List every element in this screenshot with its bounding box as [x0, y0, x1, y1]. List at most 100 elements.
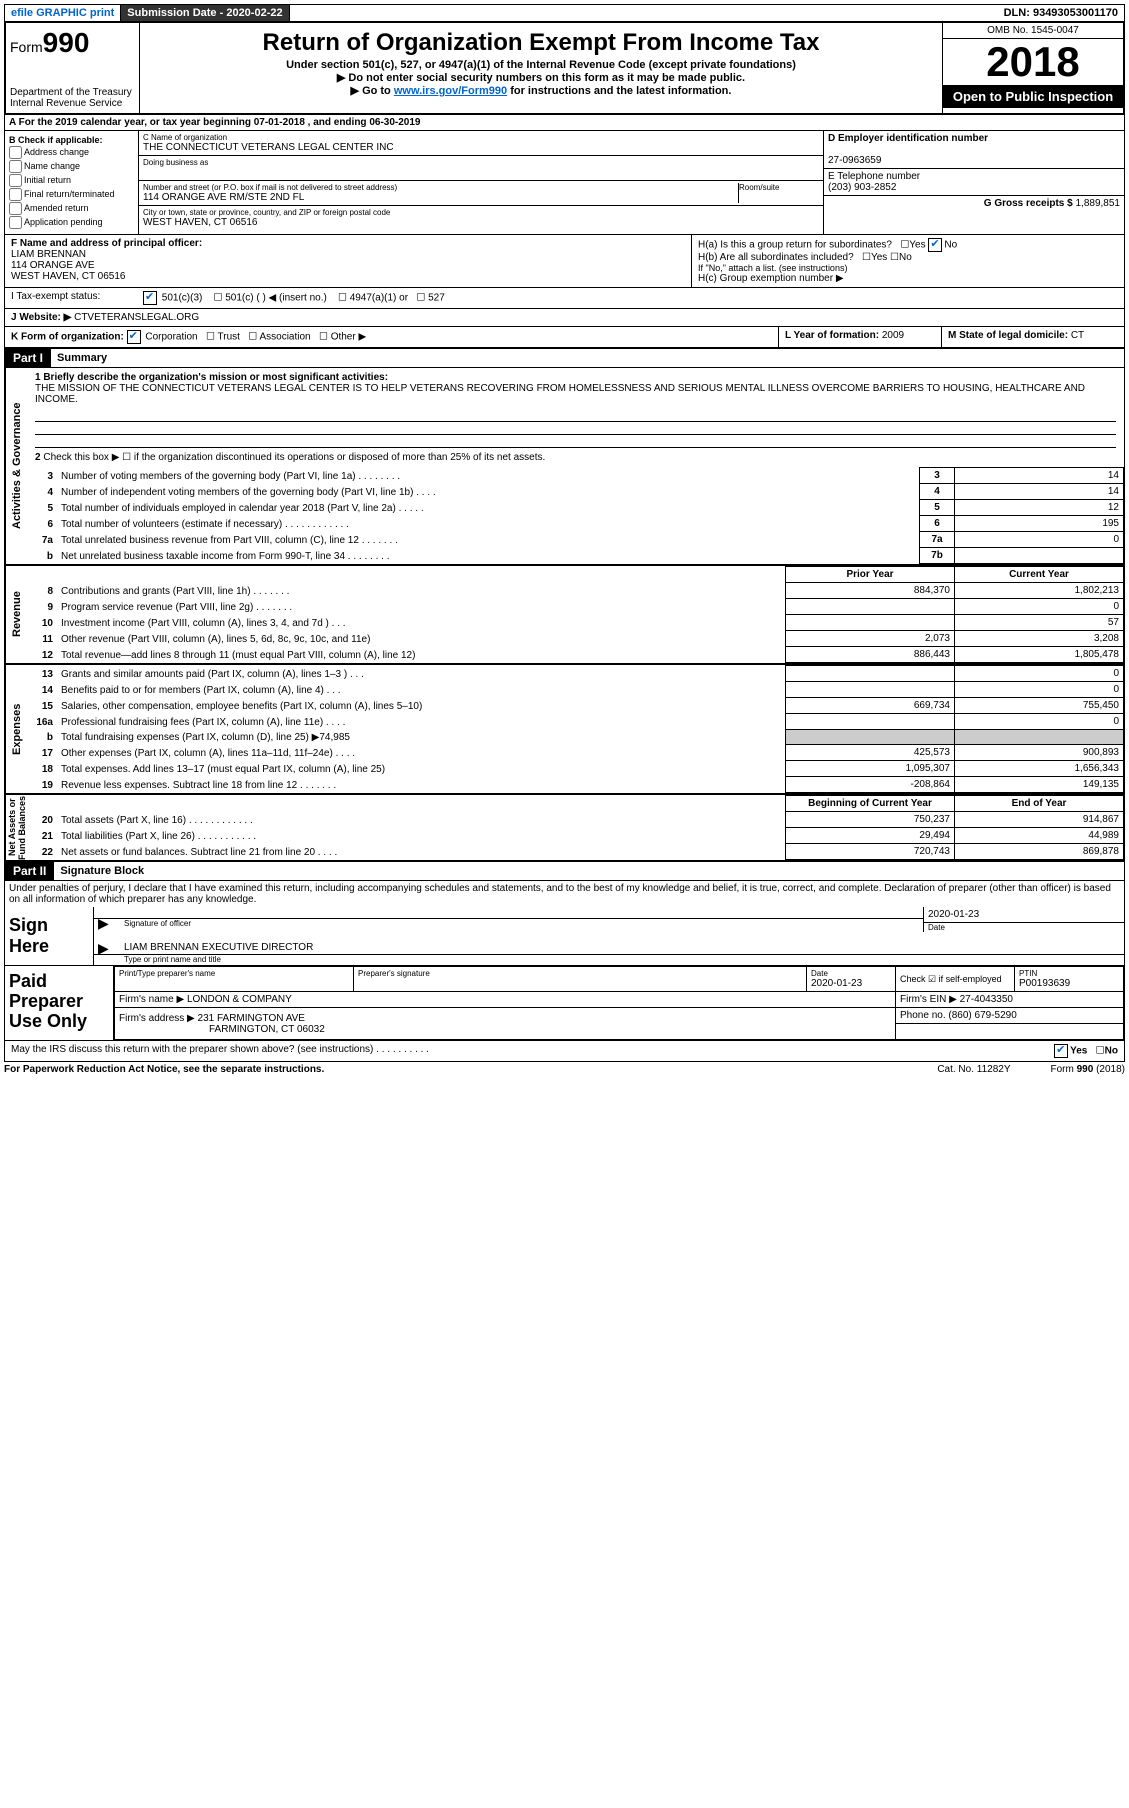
chk-name[interactable]: Name change: [9, 160, 134, 173]
expenses-table: 13Grants and similar amounts paid (Part …: [27, 665, 1124, 793]
phone-value: (203) 903-2852: [828, 182, 896, 193]
table-row: bNet unrelated business taxable income f…: [27, 548, 1124, 564]
room-label: Room/suite: [739, 183, 819, 192]
top-bar: efile GRAPHIC print Submission Date - 20…: [4, 4, 1125, 22]
form-title-box: Return of Organization Exempt From Incom…: [140, 23, 942, 113]
table-row: 16aProfessional fundraising fees (Part I…: [27, 714, 1124, 730]
chk-pending[interactable]: Application pending: [9, 216, 134, 229]
mission-text: THE MISSION OF THE CONNECTICUT VETERANS …: [35, 383, 1085, 405]
part2-header: Part II Signature Block: [4, 862, 1125, 881]
name-label: C Name of organization: [143, 133, 819, 142]
sig-date-label: Date: [924, 922, 1124, 932]
form-header: Form990 Department of the Treasury Inter…: [4, 22, 1125, 115]
table-row: 17Other expenses (Part IX, column (A), l…: [27, 745, 1124, 761]
vtab-netassets: Net Assets or Fund Balances: [5, 795, 28, 860]
ein-value: 27-0963659: [828, 155, 881, 166]
h-c: H(c) Group exemption number ▶: [698, 273, 1118, 284]
subtitle-3: ▶ Go to www.irs.gov/Form990 for instruct…: [144, 84, 938, 97]
table-row: 10Investment income (Part VIII, column (…: [27, 615, 1124, 631]
discuss-row: May the IRS discuss this return with the…: [4, 1041, 1125, 1062]
form-id-box: Form990 Department of the Treasury Inter…: [6, 23, 140, 113]
form-title: Return of Organization Exempt From Incom…: [144, 29, 938, 57]
table-row: 19Revenue less expenses. Subtract line 1…: [27, 777, 1124, 793]
open-public: Open to Public Inspection: [943, 85, 1123, 108]
efile-link[interactable]: efile GRAPHIC print: [5, 5, 121, 21]
chk-corp[interactable]: [127, 330, 141, 344]
sign-here-label: Sign Here: [5, 907, 94, 965]
table-row: 13Grants and similar amounts paid (Part …: [27, 666, 1124, 682]
addr-label: Number and street (or P.O. box if mail i…: [143, 183, 734, 192]
officer-name: LIAM BRENNAN: [11, 249, 86, 260]
gross-label: G Gross receipts $: [984, 198, 1073, 209]
h-b-note: If "No," attach a list. (see instruction…: [698, 263, 1118, 273]
table-row: 18Total expenses. Add lines 13–17 (must …: [27, 761, 1124, 777]
table-row: 21Total liabilities (Part X, line 26) . …: [27, 828, 1124, 844]
line1-label: 1 Briefly describe the organization's mi…: [35, 372, 388, 383]
instructions-link[interactable]: www.irs.gov/Form990: [394, 85, 507, 97]
year-box: OMB No. 1545-0047 2018 Open to Public In…: [942, 23, 1123, 113]
table-row: 4Number of independent voting members of…: [27, 484, 1124, 500]
signature-block: Sign Here ▶ Signature of officer 2020-01…: [4, 907, 1125, 966]
name-title-sub: Type or print name and title: [94, 955, 1124, 964]
street-address: 114 ORANGE AVE RM/STE 2ND FL: [143, 192, 734, 203]
dept-treasury: Department of the Treasury: [10, 87, 135, 98]
row-j: J Website: ▶ CTVETERANSLEGAL.ORG: [4, 309, 1125, 327]
city-label: City or town, state or province, country…: [143, 208, 819, 217]
chk-501c3[interactable]: [143, 291, 157, 305]
box-c: C Name of organization THE CONNECTICUT V…: [139, 131, 823, 234]
dln: DLN: 93493053001170: [998, 5, 1124, 21]
box-b: B Check if applicable: Address change Na…: [5, 131, 139, 234]
table-row: 15Salaries, other compensation, employee…: [27, 698, 1124, 714]
officer-label: F Name and address of principal officer:: [11, 238, 202, 249]
chk-discuss-yes[interactable]: [1054, 1044, 1068, 1058]
right-col: D Employer identification number 27-0963…: [823, 131, 1124, 234]
paid-preparer-block: Paid Preparer Use Only Print/Type prepar…: [4, 966, 1125, 1041]
gross-value: 1,889,851: [1076, 198, 1121, 209]
table-row: 6Total number of volunteers (estimate if…: [27, 516, 1124, 532]
officer-name-title: LIAM BRENNAN EXECUTIVE DIRECTOR: [124, 942, 313, 953]
revenue-table: Prior Year Current Year 8Contributions a…: [27, 566, 1124, 663]
part1-header: Part I Summary: [4, 349, 1125, 368]
box-m: M State of legal domicile: CT: [941, 327, 1124, 347]
ein-label: D Employer identification number: [828, 133, 988, 144]
table-row: 9Program service revenue (Part VIII, lin…: [27, 599, 1124, 615]
netassets-table: Beginning of Current Year End of Year 20…: [27, 795, 1124, 860]
table-row: 5Total number of individuals employed in…: [27, 500, 1124, 516]
irs-label: Internal Revenue Service: [10, 98, 135, 109]
paid-label: Paid Preparer Use Only: [5, 966, 114, 1040]
penalty-text: Under penalties of perjury, I declare th…: [4, 881, 1125, 907]
spacer: [290, 11, 998, 15]
box-k: K Form of organization: Corporation ☐ Tr…: [5, 327, 778, 347]
vtab-revenue: Revenue: [5, 566, 28, 663]
dba-label: Doing business as: [143, 158, 819, 167]
revenue-block: Revenue Prior Year Current Year 8Contrib…: [4, 566, 1125, 665]
vtab-governance: Activities & Governance: [5, 368, 28, 564]
omb-number: OMB No. 1545-0047: [943, 23, 1123, 39]
line2: 2 Check this box ▶ ☐ if the organization…: [27, 448, 1124, 467]
footer: For Paperwork Reduction Act Notice, see …: [4, 1062, 1125, 1077]
subtitle-2: ▶ Do not enter social security numbers o…: [144, 71, 938, 84]
phone-label: E Telephone number: [828, 171, 920, 182]
h-b: H(b) Are all subordinates included? ☐Yes…: [698, 252, 1118, 263]
table-row: 12Total revenue—add lines 8 through 11 (…: [27, 647, 1124, 663]
h-a: H(a) Is this a group return for subordin…: [698, 238, 1118, 252]
org-name: THE CONNECTICUT VETERANS LEGAL CENTER IN…: [143, 142, 819, 153]
box-l: L Year of formation: 2009: [778, 327, 941, 347]
table-row: 3Number of voting members of the governi…: [27, 468, 1124, 484]
officer-addr1: 114 ORANGE AVE: [11, 260, 95, 271]
netassets-block: Net Assets or Fund Balances Beginning of…: [4, 795, 1125, 862]
vtab-expenses: Expenses: [5, 665, 28, 793]
row-a-period: A For the 2019 calendar year, or tax yea…: [4, 115, 1125, 131]
chk-address[interactable]: Address change: [9, 146, 134, 159]
form-number: Form990: [10, 27, 135, 59]
sig-officer-label: Signature of officer: [94, 919, 923, 928]
tax-year: 2018: [943, 39, 1123, 85]
chk-final[interactable]: Final return/terminated: [9, 188, 134, 201]
table-row: 7aTotal unrelated business revenue from …: [27, 532, 1124, 548]
sig-date: 2020-01-23: [924, 907, 1124, 922]
row-i: I Tax-exempt status: 501(c)(3) ☐ 501(c) …: [4, 288, 1125, 309]
subtitle-1: Under section 501(c), 527, or 4947(a)(1)…: [144, 59, 938, 71]
row-f-h: F Name and address of principal officer:…: [4, 235, 1125, 288]
chk-initial[interactable]: Initial return: [9, 174, 134, 187]
chk-amended[interactable]: Amended return: [9, 202, 134, 215]
